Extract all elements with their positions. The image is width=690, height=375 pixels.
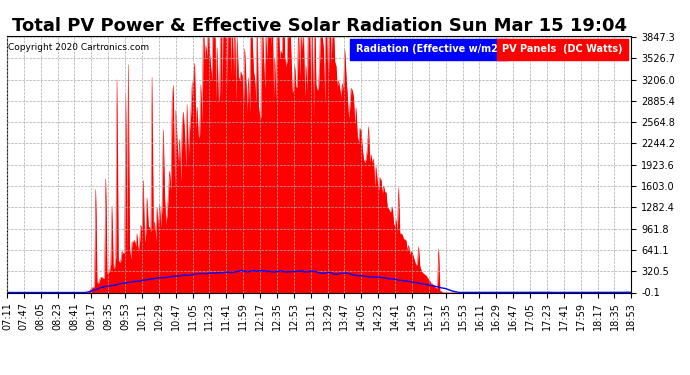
Legend: Radiation (Effective w/m2), PV Panels  (DC Watts): Radiation (Effective w/m2), PV Panels (D… xyxy=(352,40,627,58)
Text: Copyright 2020 Cartronics.com: Copyright 2020 Cartronics.com xyxy=(8,44,149,52)
Title: Total PV Power & Effective Solar Radiation Sun Mar 15 19:04: Total PV Power & Effective Solar Radiati… xyxy=(12,18,627,36)
